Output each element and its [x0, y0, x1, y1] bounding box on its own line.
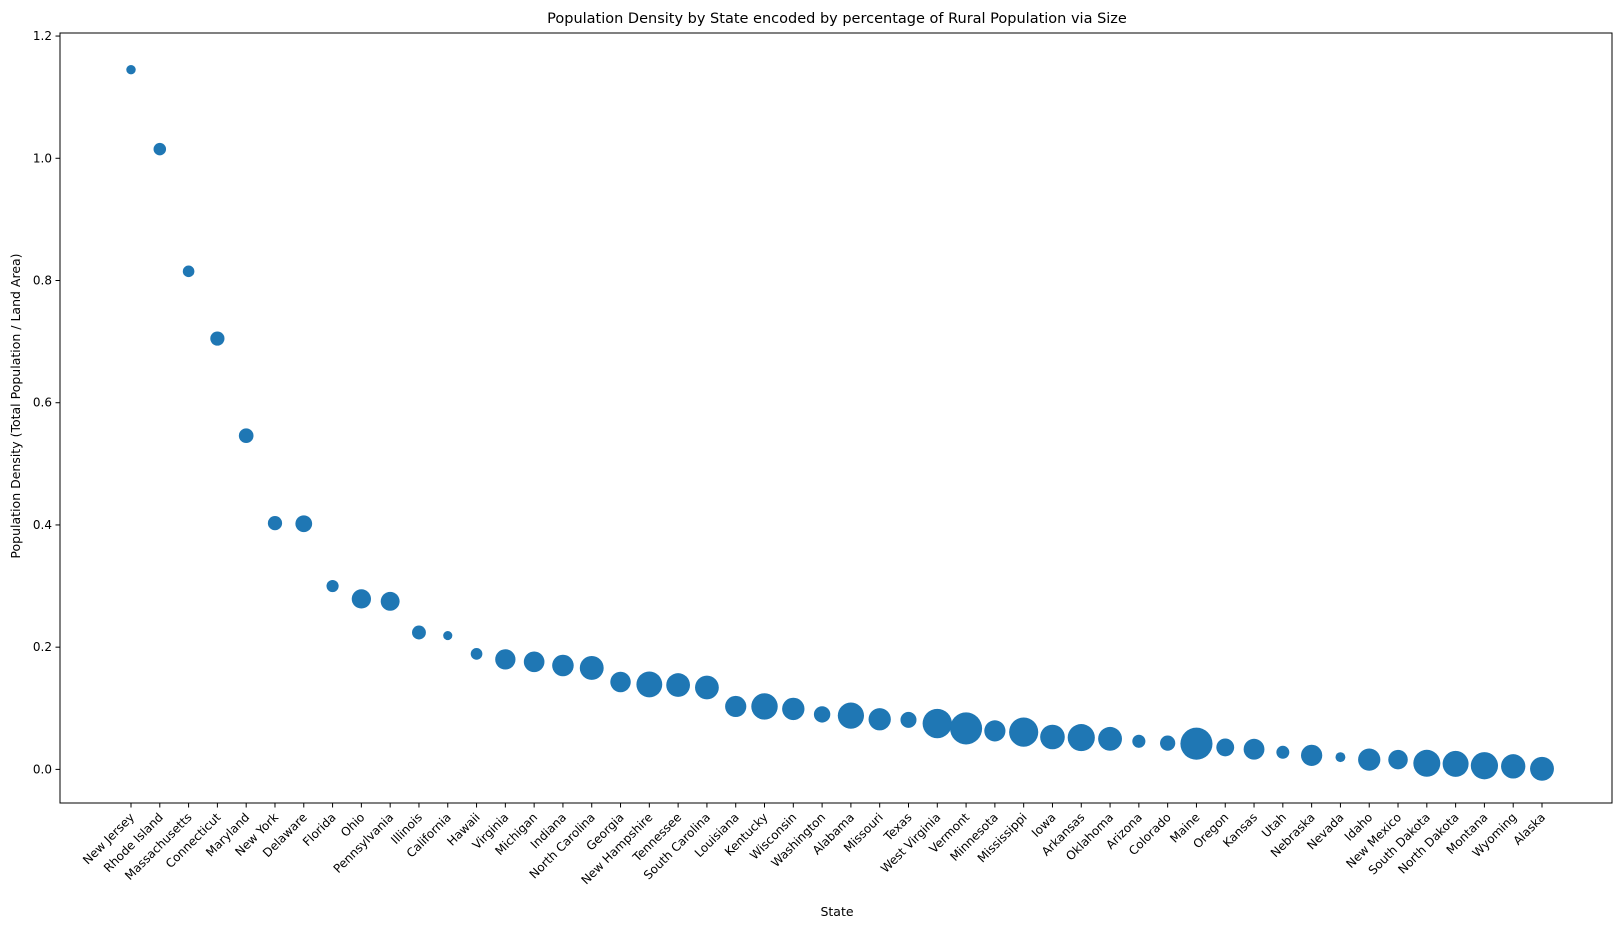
data-point: [1180, 727, 1213, 760]
data-point: [1276, 745, 1290, 759]
data-point: [1216, 738, 1235, 757]
data-point: [813, 706, 831, 723]
data-point: [1098, 726, 1122, 751]
data-point: [1040, 724, 1065, 750]
y-tick-label: 1.2: [33, 29, 52, 43]
y-tick-label: 1.0: [33, 151, 52, 165]
y-tick-label: 0.2: [33, 640, 52, 654]
data-point: [1009, 717, 1039, 747]
data-point: [579, 656, 604, 680]
data-point: [1388, 749, 1408, 770]
data-point: [1501, 754, 1526, 779]
data-point: [1132, 734, 1146, 748]
data-point: [1413, 749, 1441, 777]
chart-title: Population Density by State encoded by p…: [547, 11, 1127, 27]
data-point: [636, 671, 663, 698]
data-point: [666, 673, 691, 697]
data-point: [751, 693, 778, 720]
data-point: [610, 671, 631, 693]
data-point: [443, 630, 453, 641]
points-layer: [126, 64, 1554, 781]
data-point: [1243, 738, 1265, 760]
data-point: [1335, 752, 1346, 763]
y-tick-label: 0.8: [33, 274, 52, 288]
data-point: [412, 625, 426, 640]
data-point: [153, 142, 167, 156]
data-point: [1530, 756, 1554, 781]
data-point: [523, 651, 545, 673]
y-tick-label: 0.4: [33, 518, 52, 532]
data-point: [470, 648, 483, 660]
data-point: [351, 589, 372, 609]
plot-frame: [59, 32, 1613, 804]
data-point: [326, 579, 339, 593]
data-point: [950, 712, 983, 745]
data-point: [868, 708, 891, 731]
data-point: [495, 649, 516, 670]
data-point: [1470, 752, 1499, 780]
data-point: [900, 711, 917, 728]
data-point: [1160, 735, 1176, 751]
data-point: [552, 654, 574, 677]
data-point: [922, 708, 952, 739]
data-point: [837, 702, 865, 729]
y-axis-ticks: 0.0 0.2 0.4 0.6 0.8 1.0 1.2: [33, 29, 60, 776]
y-axis-label: Population Density (Total Population / L…: [8, 253, 23, 558]
data-point: [295, 515, 313, 533]
data-point: [782, 697, 805, 721]
y-tick-label: 0.0: [33, 762, 52, 776]
data-point: [1067, 724, 1095, 752]
data-point: [267, 515, 283, 531]
data-point: [238, 428, 254, 444]
data-point: [725, 695, 747, 718]
data-point: [1301, 744, 1323, 766]
data-point: [126, 64, 136, 75]
data-point: [380, 591, 400, 611]
data-point: [695, 675, 719, 700]
y-tick-label: 0.6: [33, 396, 52, 410]
data-point: [1442, 750, 1469, 777]
x-axis-label: State: [820, 904, 853, 919]
data-point: [182, 265, 195, 278]
data-point: [984, 720, 1006, 742]
data-point: [210, 331, 225, 346]
data-point: [1358, 748, 1381, 771]
